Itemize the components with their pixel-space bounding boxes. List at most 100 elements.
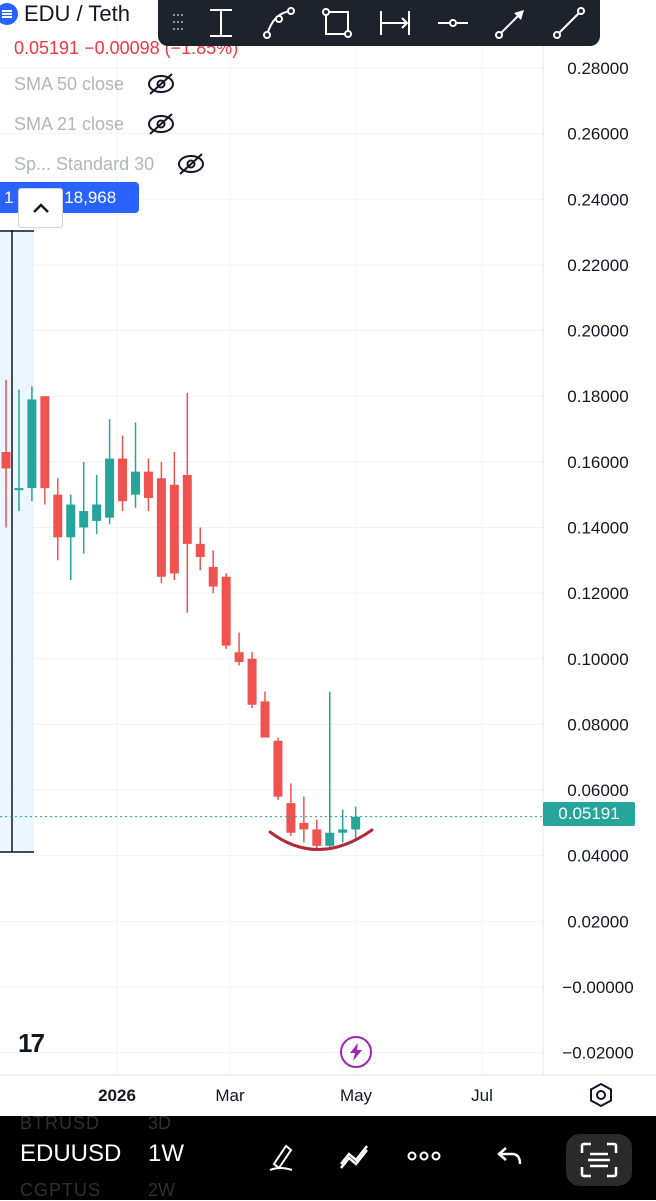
indicator-label: SMA 50 close: [14, 73, 125, 94]
candle-body: [66, 504, 76, 538]
eye-hidden-icon[interactable]: [146, 112, 176, 136]
candle-body: [118, 458, 128, 502]
candle-body: [79, 511, 89, 528]
price-tick-label: 0.02000: [567, 912, 628, 931]
candle: [27, 386, 37, 502]
more-icon[interactable]: [404, 1136, 444, 1176]
candle-body: [53, 494, 63, 538]
candle-body: [273, 740, 283, 797]
current-price-tag: 0.05191: [543, 802, 635, 826]
tradingview-logo[interactable]: 17: [18, 1028, 45, 1058]
candle-body: [27, 399, 37, 489]
candle: [131, 422, 140, 508]
candle: [195, 527, 205, 571]
ticker-option-above[interactable]: BTRUSD: [20, 1113, 101, 1133]
candle: [338, 809, 348, 843]
candle-body: [325, 832, 335, 846]
ticker-selector[interactable]: EDUUSD: [20, 1140, 122, 1167]
price-tick-label: 0.14000: [567, 518, 628, 537]
candle: [247, 652, 257, 708]
eye-hidden-icon[interactable]: [176, 152, 206, 176]
interval-option-below[interactable]: 2W: [148, 1180, 175, 1200]
indicator-spread[interactable]: Sp... Standard 30: [14, 152, 206, 176]
candle-series: [1, 379, 361, 850]
candle: [53, 478, 63, 561]
candle: [325, 691, 335, 850]
candle: [208, 550, 218, 594]
candle: [273, 737, 283, 800]
price-axis[interactable]: 0.28000 0.26000 0.24000 0.22000 0.20000 0.180…: [562, 59, 633, 1063]
drag-handle[interactable]: [168, 14, 188, 32]
candle-body: [286, 803, 296, 833]
price-tick-label: 0.16000: [567, 453, 628, 472]
candle: [169, 451, 179, 580]
candle-body: [234, 652, 244, 663]
bottom-bar: [0, 1116, 656, 1200]
candle-body: [195, 543, 205, 558]
price-tick-label: 0.06000: [567, 781, 628, 800]
candle: [118, 435, 128, 512]
settings-icon[interactable]: [588, 1082, 614, 1108]
undo-icon[interactable]: [490, 1136, 530, 1176]
interval-selector[interactable]: 1W: [148, 1140, 184, 1167]
candle-body: [14, 488, 24, 491]
drawing-toolbar[interactable]: [158, 0, 600, 46]
candle-body: [260, 701, 270, 738]
tether-coin-icon: [0, 3, 18, 25]
horizontal-line-icon[interactable]: [434, 4, 472, 42]
price-tick-label: 0.04000: [567, 847, 628, 866]
candle-body: [247, 658, 257, 705]
candle-body: [1, 451, 11, 469]
candle-body: [156, 478, 166, 577]
drawings-icon[interactable]: [334, 1136, 374, 1176]
candle-body: [312, 829, 322, 846]
candle: [143, 458, 153, 512]
candle-body: [221, 576, 231, 646]
candle: [182, 392, 192, 613]
eye-hidden-icon[interactable]: [146, 72, 176, 96]
symbol-title: EDU / Teth: [24, 1, 130, 26]
price-tick-label: 0.28000: [567, 59, 628, 78]
trend-line-icon[interactable]: [550, 4, 588, 42]
arrow-tool-icon[interactable]: [492, 4, 530, 42]
candle: [66, 494, 76, 580]
candle-body: [92, 504, 102, 521]
indicator-label: Sp... Standard 30: [14, 153, 155, 174]
scan-icon[interactable]: [566, 1134, 632, 1186]
chart-grid: [0, 0, 543, 1075]
candle: [351, 806, 361, 840]
indicator-sma-50[interactable]: SMA 50 close: [14, 72, 176, 96]
collapse-legend-button[interactable]: [18, 188, 63, 228]
time-tick-label: Jul: [471, 1086, 493, 1105]
time-tick-label: 2026: [98, 1086, 136, 1105]
date-range-icon[interactable]: [376, 4, 414, 42]
candle-body: [351, 816, 361, 830]
candle: [260, 691, 270, 738]
vertical-measure-icon[interactable]: [202, 4, 240, 42]
lightning-icon[interactable]: [340, 1036, 372, 1068]
measure-range-highlight: [0, 230, 34, 852]
ticker-option-below[interactable]: CGPTUS: [20, 1180, 102, 1200]
price-tick-label: 0.26000: [567, 125, 628, 144]
symbol-header[interactable]: EDU / Teth: [0, 0, 130, 28]
time-axis[interactable]: 2026 Mar May Jul: [98, 1086, 493, 1105]
price-tick-label: 0.12000: [567, 584, 628, 603]
chevron-up-icon: [32, 203, 49, 213]
time-tick-label: May: [340, 1086, 373, 1105]
candle: [14, 389, 24, 512]
pen-tool-icon[interactable]: [262, 1136, 302, 1176]
candle: [1, 379, 11, 528]
candle: [92, 474, 102, 535]
curve-tool-icon[interactable]: [260, 4, 298, 42]
candle-body: [208, 566, 218, 587]
candle: [286, 783, 296, 836]
indicator-sma-21[interactable]: SMA 21 close: [14, 112, 176, 136]
interval-option-above[interactable]: 3D: [148, 1113, 172, 1133]
rectangle-tool-icon[interactable]: [318, 4, 356, 42]
candle-body: [182, 474, 192, 544]
candle-body: [105, 458, 115, 518]
indicator-label: SMA 21 close: [14, 113, 125, 134]
candle: [40, 396, 50, 505]
price-tick-label: 0.20000: [567, 322, 628, 341]
